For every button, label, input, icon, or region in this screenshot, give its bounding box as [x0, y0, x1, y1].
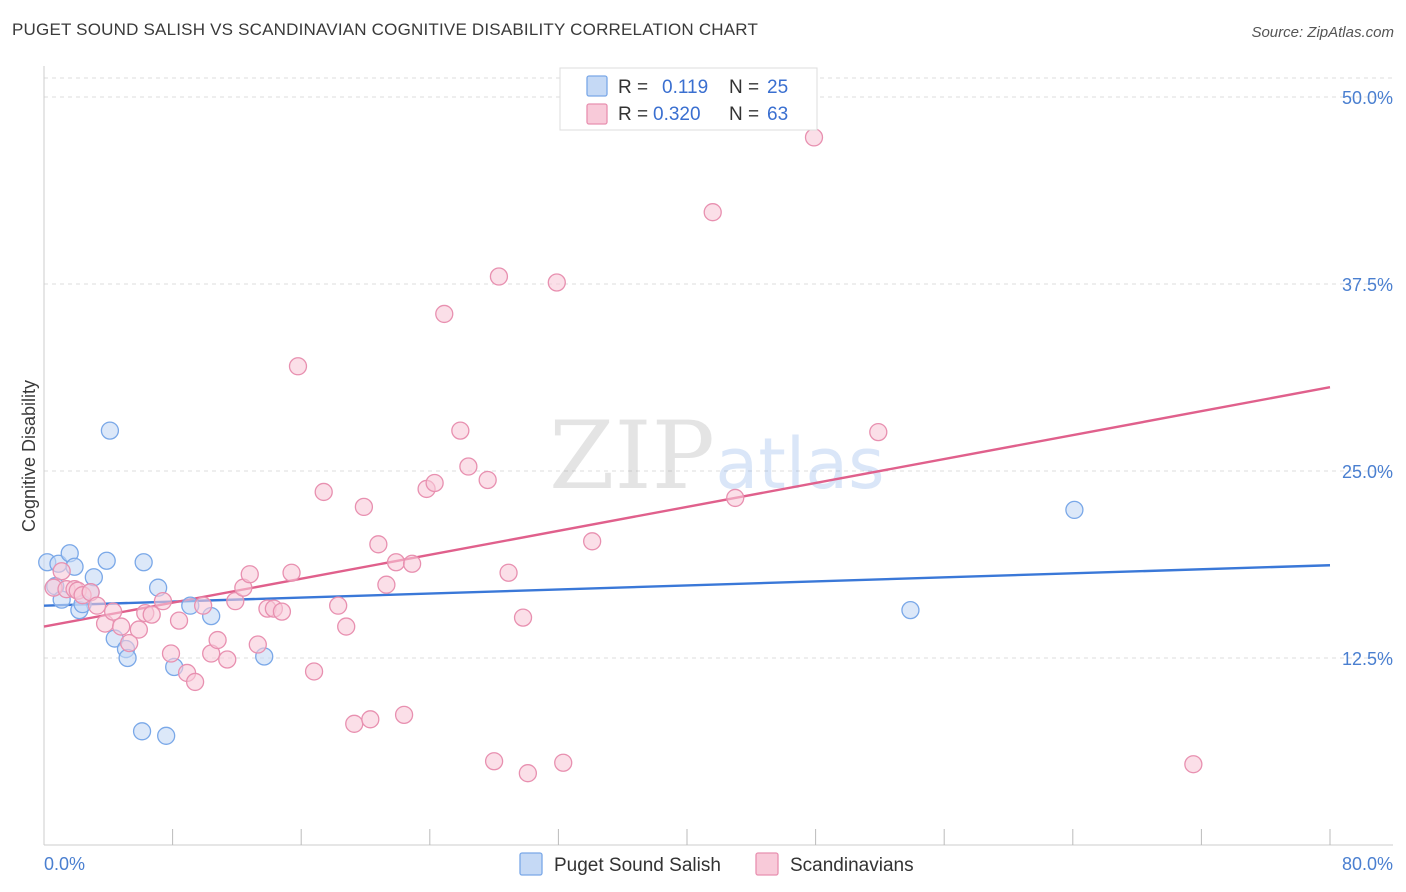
- point-scandinavians: [345, 714, 364, 733]
- y-tick-label: 25.0%: [1342, 462, 1393, 482]
- point-puget-sound-salish: [134, 553, 153, 572]
- point-puget-sound-salish: [118, 648, 137, 668]
- point-scandinavians: [240, 565, 259, 584]
- point-scandinavians: [377, 575, 396, 594]
- point-scandinavians: [354, 497, 374, 517]
- point-puget-sound-salish: [84, 568, 103, 587]
- watermark: ZIP atlas: [549, 402, 884, 511]
- legend-n-value-salish: 25: [767, 77, 788, 98]
- trend-line-scandinavians: [43, 386, 1331, 628]
- point-scandinavians: [369, 535, 388, 554]
- point-puget-sound-salish: [157, 726, 176, 745]
- point-scandinavians: [226, 592, 245, 611]
- tick-labels: 12.5% 25.0% 37.5% 50.0% 0.0% 80.0%: [44, 88, 1393, 874]
- legend-n-label-salish: N =: [729, 77, 759, 98]
- point-scandinavians: [513, 608, 533, 627]
- point-scandinavians: [272, 602, 292, 621]
- point-scandinavians: [337, 617, 356, 636]
- point-scandinavians: [459, 457, 478, 476]
- point-scandinavians: [248, 635, 267, 654]
- point-scandinavians: [547, 273, 566, 292]
- y-axis-label: Cognitive Disability: [19, 380, 39, 532]
- point-scandinavians: [583, 532, 602, 551]
- point-scandinavians: [329, 596, 348, 615]
- point-scandinavians: [129, 620, 148, 639]
- legend-swatch-salish: [586, 75, 608, 97]
- point-scandinavians: [314, 482, 333, 502]
- point-scandinavians: [386, 553, 406, 572]
- y-tick-label: 12.5%: [1342, 649, 1393, 669]
- point-scandinavians: [484, 752, 504, 771]
- point-scandinavians: [161, 644, 181, 663]
- point-scandinavians: [435, 304, 454, 324]
- point-scandinavians: [304, 662, 324, 681]
- point-scandinavians: [518, 764, 538, 783]
- y-tick-label: 50.0%: [1342, 88, 1393, 108]
- bottom-legend-swatch-salish: [519, 852, 543, 876]
- x-tick-label-max: 80.0%: [1342, 854, 1393, 874]
- watermark-zip: ZIP: [549, 402, 715, 511]
- point-puget-sound-salish: [1065, 500, 1084, 520]
- point-scandinavians: [153, 592, 173, 611]
- point-scandinavians: [112, 617, 131, 636]
- point-scandinavians: [451, 421, 470, 440]
- point-scandinavians: [218, 650, 237, 669]
- point-scandinavians: [869, 422, 888, 442]
- y-tick-label: 37.5%: [1342, 275, 1393, 295]
- point-scandinavians: [726, 488, 745, 508]
- point-scandinavians: [193, 596, 213, 615]
- legend-n-label-scandinavians: N =: [729, 104, 759, 125]
- data-points: [38, 128, 1203, 783]
- point-puget-sound-salish: [97, 551, 116, 570]
- bottom-legend-label-salish: Puget Sound Salish: [554, 855, 721, 876]
- source-label: Source: ZipAtlas.com: [1251, 24, 1394, 41]
- bottom-legend: Puget Sound Salish Scandinavians: [519, 852, 914, 876]
- legend-r-value-scandinavians: 0.320: [653, 104, 701, 125]
- point-scandinavians: [52, 562, 71, 581]
- point-scandinavians: [142, 605, 161, 624]
- point-puget-sound-salish: [132, 722, 152, 741]
- chart-title: PUGET SOUND SALISH VS SCANDINAVIAN COGNI…: [12, 20, 759, 39]
- point-scandinavians: [489, 267, 509, 286]
- point-scandinavians: [703, 203, 722, 222]
- point-scandinavians: [87, 596, 107, 615]
- point-scandinavians: [499, 563, 518, 582]
- point-puget-sound-salish: [901, 600, 920, 620]
- legend-swatch-scandinavians: [586, 103, 608, 125]
- x-tick-label-min: 0.0%: [44, 854, 85, 874]
- legend-r-value-salish: 0.119: [662, 77, 708, 98]
- point-scandinavians: [185, 672, 205, 692]
- point-scandinavians: [361, 710, 380, 729]
- point-scandinavians: [554, 753, 573, 772]
- axes: [43, 66, 1393, 846]
- point-scandinavians: [208, 630, 227, 650]
- point-puget-sound-salish: [100, 421, 120, 440]
- legend-n-value-scandinavians: 63: [767, 104, 788, 125]
- bottom-legend-label-scandinavians: Scandinavians: [790, 855, 914, 876]
- legend-r-label-salish: R =: [618, 77, 648, 98]
- point-scandinavians: [402, 554, 422, 573]
- point-scandinavians: [478, 470, 497, 490]
- point-scandinavians: [425, 473, 444, 493]
- legend: R = 0.119 N = 25 R = 0.320 N = 63: [559, 67, 818, 131]
- legend-r-label-scandinavians: R =: [618, 104, 648, 125]
- bottom-legend-swatch-scandinavians: [755, 852, 779, 876]
- watermark-atlas: atlas: [715, 423, 884, 505]
- point-scandinavians: [282, 563, 301, 582]
- trend-lines: [43, 386, 1331, 628]
- point-scandinavians: [169, 611, 189, 630]
- point-scandinavians: [394, 705, 414, 724]
- point-scandinavians: [804, 128, 824, 147]
- trend-line-puget-sound-salish: [43, 564, 1331, 607]
- point-scandinavians: [120, 633, 139, 653]
- point-scandinavians: [103, 602, 123, 621]
- point-scandinavians: [288, 357, 308, 376]
- point-scandinavians: [1184, 755, 1203, 774]
